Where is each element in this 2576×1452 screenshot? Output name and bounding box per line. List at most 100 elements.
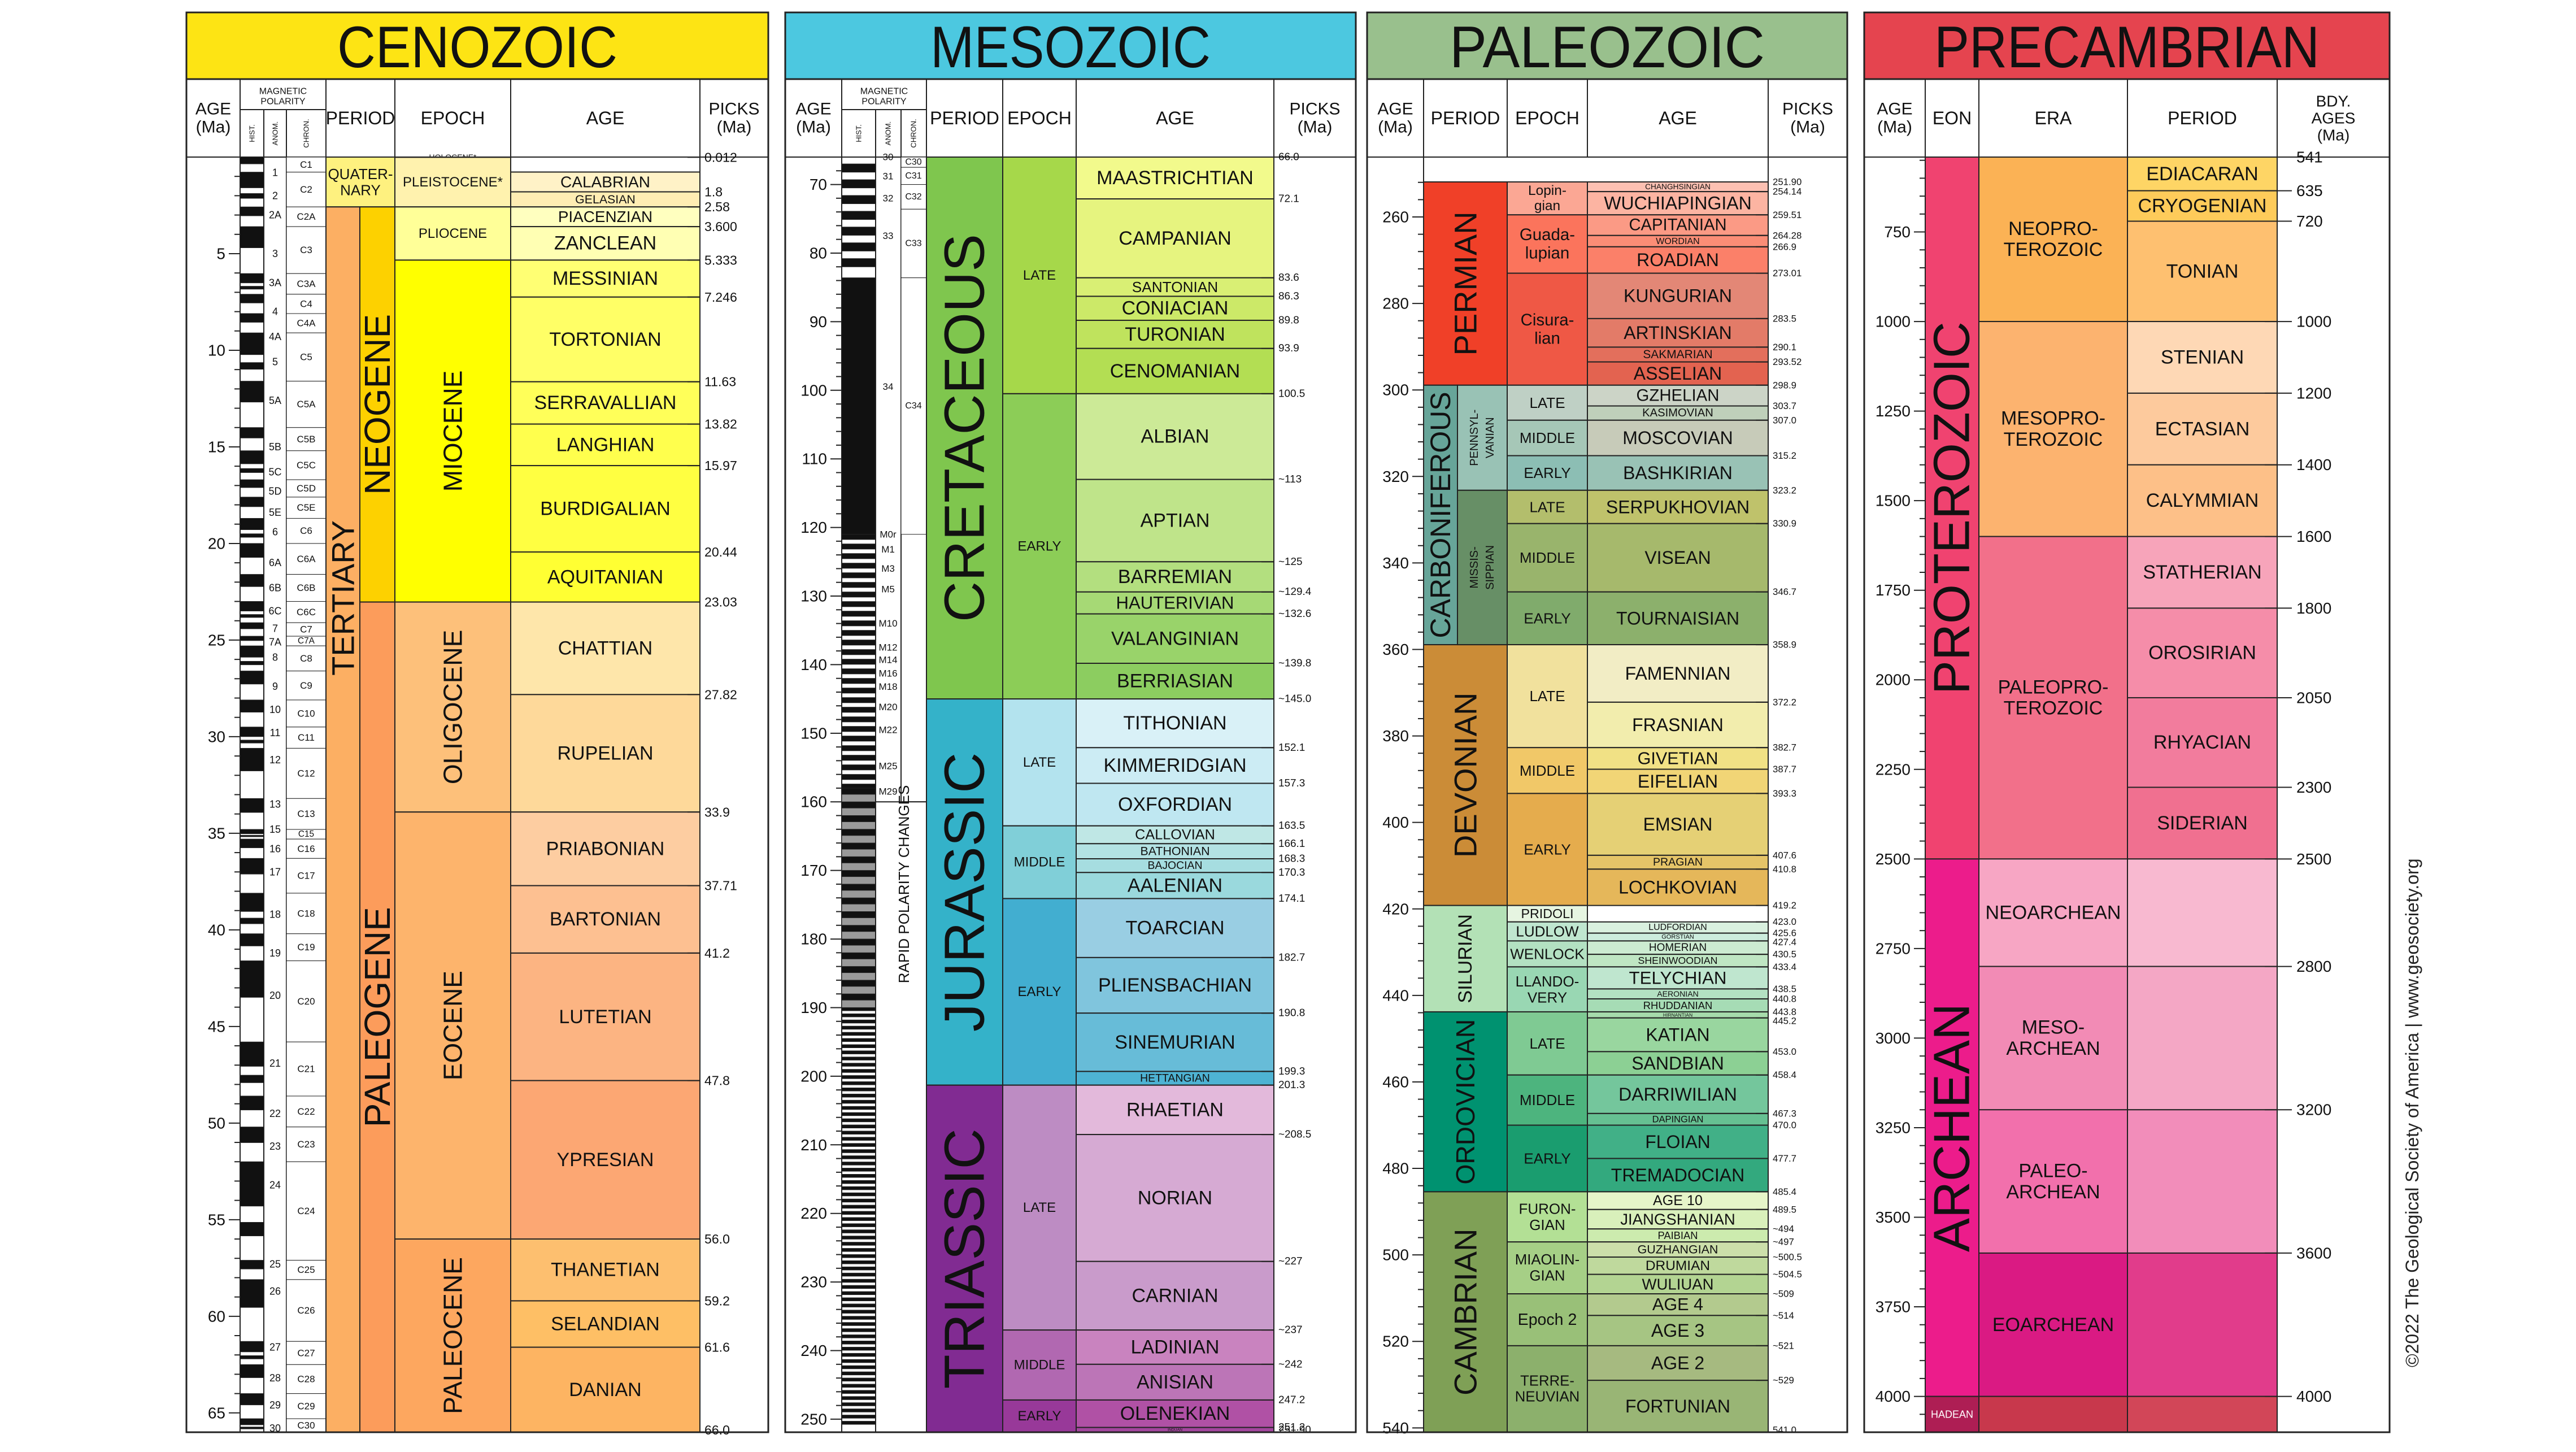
period-label: QUATER-	[328, 166, 393, 182]
age-label: SERPUKHOVIAN	[1606, 497, 1750, 517]
normal-polarity-band	[841, 1248, 876, 1252]
age-header-cell	[186, 79, 241, 158]
epoch-label: Cisura-	[1521, 311, 1574, 329]
rapid-polarity-cell	[875, 801, 927, 1433]
era-label: MESO-	[2022, 1017, 2085, 1038]
epoch-cell	[1507, 1345, 1588, 1433]
normal-polarity-band	[841, 788, 876, 795]
era-cell	[1978, 321, 2128, 537]
era-cell	[1978, 966, 2128, 1111]
boundary-age-label: 1200	[2296, 384, 2331, 402]
chron-label: C16	[297, 844, 315, 854]
anomaly-label: M14	[878, 654, 897, 665]
subperiod-label: MISSIS-	[1468, 546, 1481, 588]
chron-label: C30	[297, 1420, 315, 1431]
age-cell	[1587, 1124, 1769, 1159]
anomaly-label: 5E	[269, 507, 281, 518]
anomaly-label: 6	[272, 526, 278, 537]
chron-label: C19	[297, 942, 315, 953]
epoch-header: EPOCH	[421, 108, 485, 128]
epoch-label: LATE	[1529, 498, 1565, 515]
normal-polarity-band	[841, 630, 876, 636]
age-axis-tick-label: 360	[1382, 641, 1409, 658]
pick-label: 283.5	[1773, 313, 1796, 324]
age-cell	[1587, 246, 1769, 274]
panel-frame	[1863, 78, 2391, 1433]
chron-label: C2	[300, 184, 312, 195]
period-label: JURASSIC	[933, 753, 997, 1032]
period-header: PERIOD	[326, 108, 395, 128]
normal-polarity-band	[240, 427, 264, 438]
age-name-header-cell	[1587, 79, 1769, 158]
chron-label: C7	[300, 624, 312, 635]
normal-polarity-band	[841, 856, 876, 863]
normal-polarity-band	[240, 960, 264, 998]
epoch-cell	[1507, 419, 1588, 457]
normal-polarity-band	[841, 716, 876, 723]
age-label: WULIUAN	[1642, 1275, 1713, 1293]
epoch-label: lian	[1534, 329, 1560, 347]
age-cell	[510, 1238, 700, 1302]
anomaly-label: 4	[272, 306, 278, 318]
age-label: ASSELIAN	[1634, 363, 1722, 384]
pick-label: 59.2	[704, 1293, 730, 1308]
pick-label: 168.3	[1278, 853, 1305, 865]
normal-polarity-band	[841, 707, 876, 713]
epoch-label: Guada-	[1520, 225, 1575, 244]
normal-polarity-band	[841, 1106, 876, 1110]
pick-label: 201.3	[1278, 1079, 1305, 1091]
pick-label: ~125	[1278, 556, 1303, 568]
age-label: HIRNANTIAN	[1663, 1012, 1692, 1018]
age-cell	[1587, 361, 1769, 386]
era-label: NEOARCHEAN	[1986, 902, 2121, 923]
epoch-label: LATE	[1023, 268, 1056, 283]
epoch-header: EPOCH	[1007, 108, 1072, 128]
age-label: ARTINSKIAN	[1624, 323, 1731, 343]
pick-label: 273.01	[1773, 268, 1802, 279]
normal-polarity-band	[240, 1041, 264, 1067]
epoch-label: MIDDLE	[1014, 1358, 1065, 1373]
normal-polarity-band	[841, 601, 876, 607]
anomaly-label: M20	[878, 702, 897, 712]
period-label: STATHERIAN	[2143, 562, 2261, 583]
chron-label: C15	[298, 829, 314, 839]
normal-polarity-band	[841, 1223, 876, 1227]
epoch-label: MIDDLE	[1520, 429, 1575, 446]
normal-polarity-band	[240, 362, 264, 370]
period-header: PERIOD	[1431, 108, 1500, 128]
anomaly-label: M16	[878, 668, 897, 679]
age-cell	[1076, 843, 1274, 860]
panel-frame	[784, 78, 1357, 1433]
age-axis-tick-label: 2250	[1876, 760, 1911, 778]
normal-polarity-band	[240, 1393, 264, 1406]
anomaly-label: 33	[883, 231, 894, 241]
age-axis	[1864, 156, 1926, 1433]
epoch-label: EARLY	[1524, 610, 1570, 627]
pick-label: ~504.5	[1773, 1269, 1802, 1280]
age-label: FAMENNIAN	[1625, 663, 1731, 684]
age-header: AGE	[1877, 99, 1912, 118]
age-axis-tick-label: 60	[208, 1307, 225, 1325]
picks-header: (Ma)	[717, 118, 752, 137]
age-label: RHUDDANIAN	[1643, 999, 1712, 1011]
period-cell	[1423, 644, 1508, 906]
normal-polarity-band	[841, 1279, 876, 1283]
anomaly-label: 5A	[269, 395, 281, 406]
age-axis-tick-label: 40	[208, 921, 225, 938]
chron-label: C21	[297, 1064, 315, 1075]
normal-polarity-band	[841, 842, 876, 850]
boundary-age-label: 2800	[2296, 958, 2331, 975]
age-axis-tick-label: 1500	[1876, 492, 1911, 510]
age-label: OXFORDIAN	[1118, 794, 1232, 815]
epoch-label: MIAOLIN-	[1515, 1252, 1579, 1268]
age-label: EIFELIAN	[1638, 771, 1718, 792]
pick-label: 541.0	[1773, 1425, 1796, 1436]
normal-polarity-band	[240, 747, 264, 771]
normal-polarity-band	[240, 172, 264, 188]
anomaly-label: 26	[269, 1285, 281, 1297]
age-axis-tick-label: 55	[208, 1211, 225, 1228]
epoch-cell	[1507, 1293, 1588, 1346]
chron-label: C5	[300, 351, 312, 362]
chron-label: C2A	[297, 211, 316, 222]
period-label: ORDOVICIAN	[1451, 1019, 1480, 1185]
